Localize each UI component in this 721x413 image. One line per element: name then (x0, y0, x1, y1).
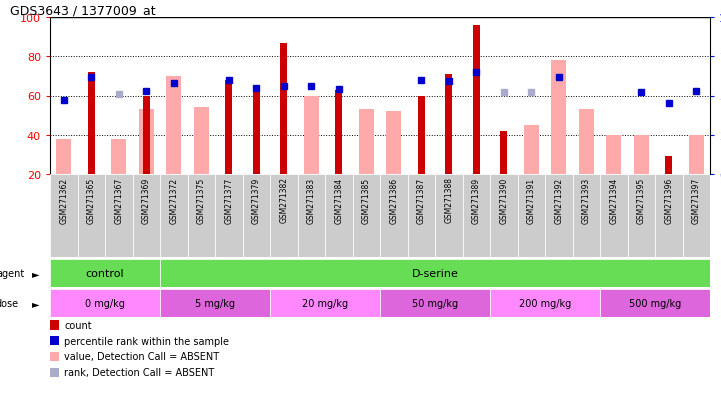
Text: GSM271389: GSM271389 (472, 177, 481, 223)
Bar (242, 175, 270, 257)
Bar (160, 259, 710, 287)
Bar (225, 81, 232, 175)
Text: 20 mg/kg: 20 mg/kg (302, 298, 348, 308)
Text: GDS3643 / 1377009_at: GDS3643 / 1377009_at (10, 4, 156, 17)
Bar (105, 175, 133, 257)
Text: GSM271379: GSM271379 (252, 177, 261, 223)
Bar (298, 175, 325, 257)
Bar (353, 175, 380, 257)
Bar (166, 77, 181, 175)
Text: GSM271394: GSM271394 (609, 177, 618, 223)
Bar (138, 110, 154, 175)
Text: 0 mg/kg: 0 mg/kg (85, 298, 125, 308)
Bar (335, 90, 342, 175)
Text: GSM271382: GSM271382 (279, 177, 288, 223)
Bar (435, 175, 462, 257)
Text: GSM271392: GSM271392 (554, 177, 563, 223)
Text: 500 mg/kg: 500 mg/kg (629, 298, 681, 308)
Bar (270, 175, 298, 257)
Bar (56, 139, 71, 175)
Bar (417, 96, 425, 175)
Text: GSM271385: GSM271385 (362, 177, 371, 223)
Bar (446, 75, 452, 175)
Bar (634, 135, 649, 175)
Text: GSM271377: GSM271377 (224, 177, 234, 223)
Text: agent: agent (0, 268, 25, 278)
Bar (551, 61, 566, 175)
Bar (160, 289, 270, 317)
Bar (473, 26, 479, 175)
Text: GSM271386: GSM271386 (389, 177, 398, 223)
Bar (683, 175, 710, 257)
Bar (665, 157, 672, 175)
Text: GSM271397: GSM271397 (691, 177, 701, 223)
Bar (143, 96, 150, 175)
Bar (160, 175, 187, 257)
Bar (579, 110, 594, 175)
Bar (500, 131, 507, 175)
Bar (77, 175, 105, 257)
Text: GSM271365: GSM271365 (87, 177, 96, 223)
Bar (50, 259, 160, 287)
Text: GSM271367: GSM271367 (114, 177, 123, 223)
Text: GSM271395: GSM271395 (637, 177, 646, 223)
Bar (407, 175, 435, 257)
Bar (689, 135, 704, 175)
Bar (600, 175, 627, 257)
Bar (50, 175, 77, 257)
Bar (133, 175, 160, 257)
Text: GSM271393: GSM271393 (582, 177, 590, 223)
Bar (380, 175, 407, 257)
Text: GSM271388: GSM271388 (444, 177, 454, 223)
Bar (194, 108, 209, 175)
Bar (627, 175, 655, 257)
Bar (88, 73, 94, 175)
Bar (380, 289, 490, 317)
Bar (358, 110, 373, 175)
Text: percentile rank within the sample: percentile rank within the sample (64, 336, 229, 346)
Text: value, Detection Call = ABSENT: value, Detection Call = ABSENT (64, 351, 220, 362)
Bar (215, 175, 242, 257)
Text: GSM271396: GSM271396 (664, 177, 673, 223)
Text: D-serine: D-serine (412, 268, 459, 278)
Bar (462, 175, 490, 257)
Bar (490, 289, 600, 317)
Bar (523, 126, 539, 175)
Text: GSM271369: GSM271369 (142, 177, 151, 223)
Bar (304, 96, 319, 175)
Text: 200 mg/kg: 200 mg/kg (519, 298, 571, 308)
Text: rank, Detection Call = ABSENT: rank, Detection Call = ABSENT (64, 367, 215, 377)
Bar (187, 175, 215, 257)
Text: GSM271362: GSM271362 (59, 177, 68, 223)
Bar (490, 175, 518, 257)
Text: GSM271390: GSM271390 (499, 177, 508, 223)
Bar (572, 175, 600, 257)
Bar (111, 139, 126, 175)
Bar (606, 135, 622, 175)
Text: 50 mg/kg: 50 mg/kg (412, 298, 458, 308)
Bar (600, 289, 710, 317)
Bar (280, 43, 287, 175)
Bar (253, 86, 260, 175)
Bar (518, 175, 545, 257)
Text: dose: dose (0, 298, 19, 308)
Text: GSM271387: GSM271387 (417, 177, 425, 223)
Bar (270, 289, 380, 317)
Bar (386, 112, 402, 175)
Text: control: control (86, 268, 124, 278)
Text: GSM271372: GSM271372 (169, 177, 178, 223)
Text: GSM271375: GSM271375 (197, 177, 205, 223)
Text: 5 mg/kg: 5 mg/kg (195, 298, 235, 308)
Text: count: count (64, 320, 92, 330)
Bar (50, 289, 160, 317)
Text: GSM271391: GSM271391 (527, 177, 536, 223)
Text: GSM271383: GSM271383 (306, 177, 316, 223)
Bar (655, 175, 683, 257)
Text: GSM271384: GSM271384 (335, 177, 343, 223)
Bar (325, 175, 353, 257)
Text: ►: ► (32, 298, 40, 308)
Text: ►: ► (32, 268, 40, 278)
Bar (545, 175, 572, 257)
